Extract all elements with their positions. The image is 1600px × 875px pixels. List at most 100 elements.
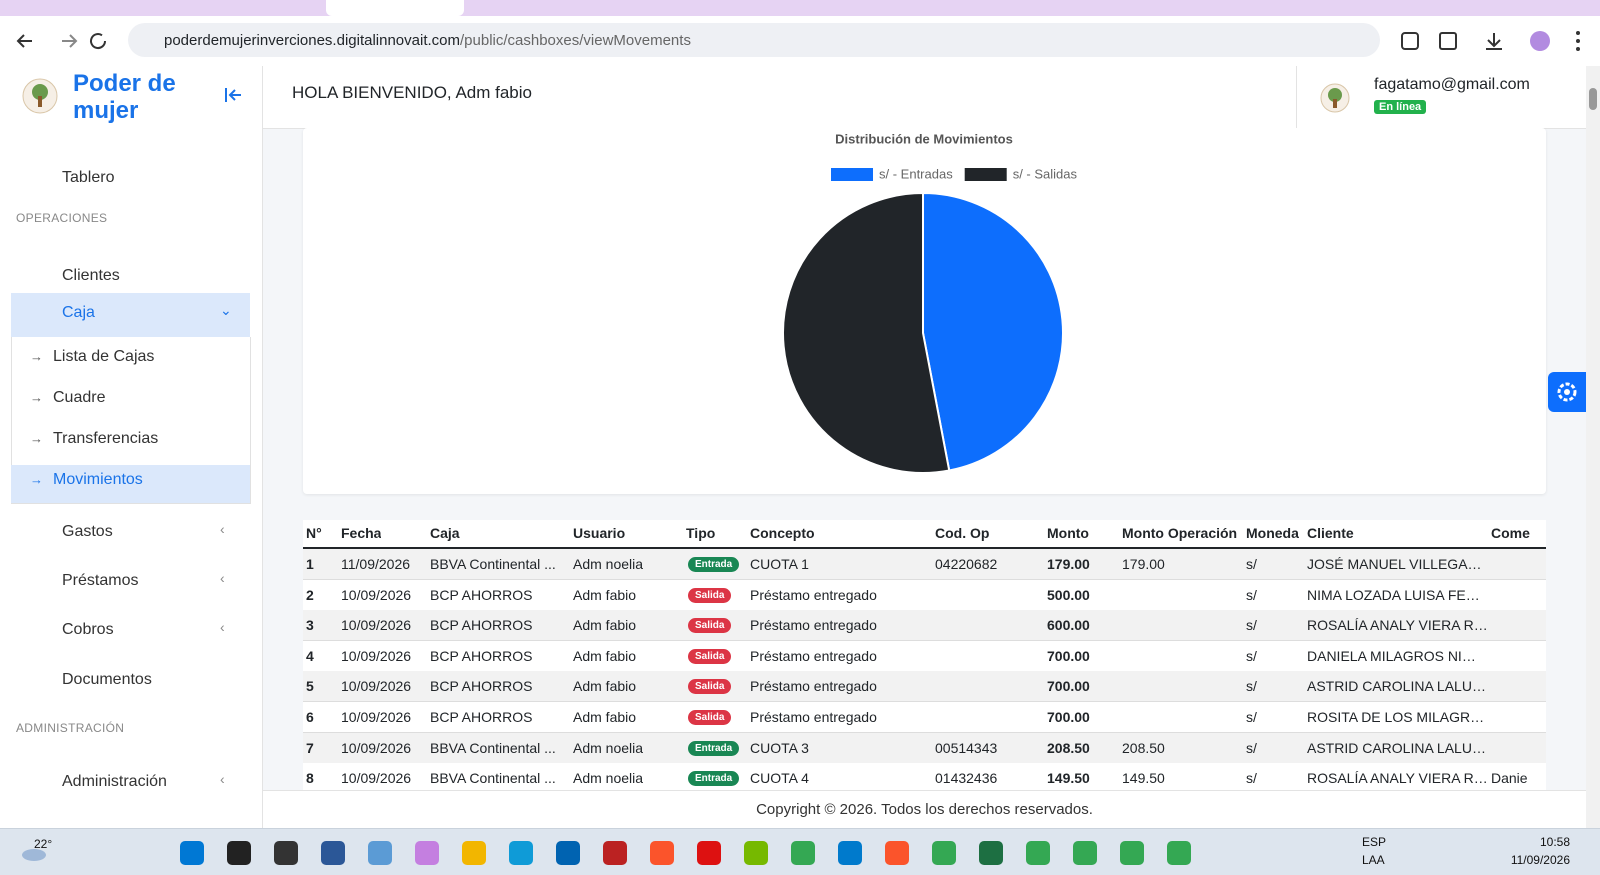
collapse-button[interactable] <box>224 86 244 104</box>
submenu-item[interactable]: Cuadre <box>53 389 106 406</box>
table-cell: CUOTA 4 <box>750 770 809 787</box>
table-cell: s/ <box>1246 556 1257 572</box>
table-cell: 208.50 <box>1047 739 1090 756</box>
app-icon[interactable] <box>885 841 909 865</box>
chart-title: Distribución de Movimientos <box>835 131 1013 146</box>
table-cell: 179.00 <box>1122 556 1165 572</box>
app-icon[interactable] <box>697 841 721 865</box>
app-icon[interactable] <box>650 841 674 865</box>
app-icon[interactable] <box>1073 841 1097 865</box>
submenu-active-bg <box>11 465 250 503</box>
clock-time[interactable]: 10:58 <box>1539 835 1570 849</box>
app-icon[interactable] <box>979 841 1003 865</box>
submenu-item[interactable]: Transferencias <box>53 430 159 447</box>
submenu-item[interactable]: Lista de Cajas <box>53 348 155 365</box>
url-box[interactable]: poderdemujerinverciones.digitalinnovait.… <box>128 23 1380 57</box>
submenu-arrow: → <box>30 349 43 364</box>
app-icon[interactable] <box>1120 841 1144 865</box>
top-header: HOLA BIENVENIDO, Adm fabio fagatamo@gmai… <box>263 66 1586 129</box>
table-cell: ROSALÍA ANALY VIERA R… <box>1307 770 1488 787</box>
column-header: Come <box>1491 525 1530 541</box>
table-cell: s/ <box>1246 647 1257 664</box>
table-cell: NIMA LOZADA LUISA FE… <box>1307 586 1480 603</box>
legend-swatch <box>831 168 873 181</box>
app-icon[interactable] <box>368 841 392 865</box>
toolbar-icons[interactable] <box>1400 29 1590 53</box>
menu-item[interactable]: Documentos <box>62 671 152 688</box>
table-cell: 149.50 <box>1122 770 1165 787</box>
menu-item[interactable]: Gastos <box>62 523 113 540</box>
app-icon[interactable] <box>744 841 768 865</box>
app-icon[interactable] <box>462 841 486 865</box>
submenu-bg <box>11 337 251 504</box>
type-badge: Salida <box>688 587 732 603</box>
user-avatar[interactable] <box>1320 83 1350 113</box>
menu-item[interactable]: Administración <box>62 773 167 790</box>
app-icon[interactable] <box>227 841 251 865</box>
submenu-item[interactable]: Movimientos <box>53 471 143 488</box>
table-cell: BCP AHORROS <box>430 586 533 603</box>
section-label: OPERACIONES <box>16 211 108 225</box>
table-row <box>303 763 1546 790</box>
column-header: Cliente <box>1307 525 1354 541</box>
app-icon[interactable] <box>321 841 345 865</box>
table-cell: Préstamo entregado <box>750 647 877 664</box>
clock-date[interactable]: 11/09/2026 <box>1510 853 1570 867</box>
menu-chevron: ‹ <box>220 619 225 635</box>
scrollbar[interactable] <box>1586 66 1600 828</box>
brand[interactable]: Poder de mujer <box>73 70 176 124</box>
settings-button[interactable] <box>1548 372 1586 412</box>
menu-item[interactable]: Clientes <box>62 267 120 284</box>
language[interactable]: ESP <box>1362 835 1387 849</box>
app-icon[interactable] <box>791 841 815 865</box>
weather-icon[interactable] <box>20 839 50 863</box>
app-icon[interactable] <box>1026 841 1050 865</box>
table-row <box>303 671 1546 703</box>
table-cell: JOSÉ MANUEL VILLEGA… <box>1307 556 1482 572</box>
table-cell: 500.00 <box>1047 586 1090 603</box>
active-tab[interactable] <box>326 0 464 16</box>
app-icon[interactable] <box>603 841 627 865</box>
table-cell: Préstamo entregado <box>750 586 877 603</box>
table-cell: Préstamo entregado <box>750 709 877 725</box>
pie-chart: Distribución de Movimientos s/ - Entradas… <box>782 131 1078 474</box>
url-host: poderdemujerinverciones.digitalinnovait.… <box>164 32 460 49</box>
nav-buttons[interactable] <box>14 31 114 51</box>
menu-item[interactable]: Tablero <box>62 169 115 186</box>
weather[interactable]: 22° <box>34 837 53 851</box>
table-cell: BBVA Continental ... <box>430 770 556 787</box>
app-icon[interactable] <box>932 841 956 865</box>
app-icon[interactable] <box>180 841 204 865</box>
column-header: Caja <box>430 525 460 541</box>
app-icon[interactable] <box>415 841 439 865</box>
table-cell: BCP AHORROS <box>430 678 533 695</box>
table-cell: 10/09/2026 <box>341 739 412 756</box>
table-cell: Adm fabio <box>573 586 637 603</box>
taskbar-apps[interactable] <box>176 837 1216 869</box>
keyboard-layout[interactable]: LAA <box>1362 853 1385 867</box>
app-icon[interactable] <box>1167 841 1191 865</box>
app-icon[interactable] <box>274 841 298 865</box>
column-header: Usuario <box>573 525 626 541</box>
brand-logo <box>22 78 58 114</box>
app-icon[interactable] <box>838 841 862 865</box>
menu-item[interactable]: Préstamos <box>62 572 139 589</box>
table-cell: 5 <box>306 678 314 695</box>
table-cell: Danie <box>1491 770 1528 787</box>
app-icon[interactable] <box>509 841 533 865</box>
table-cell: 208.50 <box>1122 739 1165 756</box>
tab-strip <box>0 0 1600 16</box>
table-cell: 10/09/2026 <box>341 770 412 787</box>
type-badge: Entrada <box>688 771 740 787</box>
menu-chevron: ‹ <box>220 771 225 787</box>
table-cell: 600.00 <box>1047 617 1090 634</box>
table-cell: s/ <box>1246 709 1257 725</box>
menu-item[interactable]: Caja <box>62 304 95 321</box>
table-cell: 700.00 <box>1047 678 1090 695</box>
type-badge: Salida <box>688 618 732 634</box>
menu-item[interactable]: Cobros <box>62 621 114 638</box>
menu-chevron: ‹ <box>220 570 225 586</box>
app-icon[interactable] <box>556 841 580 865</box>
menu-active-bg <box>11 293 250 337</box>
